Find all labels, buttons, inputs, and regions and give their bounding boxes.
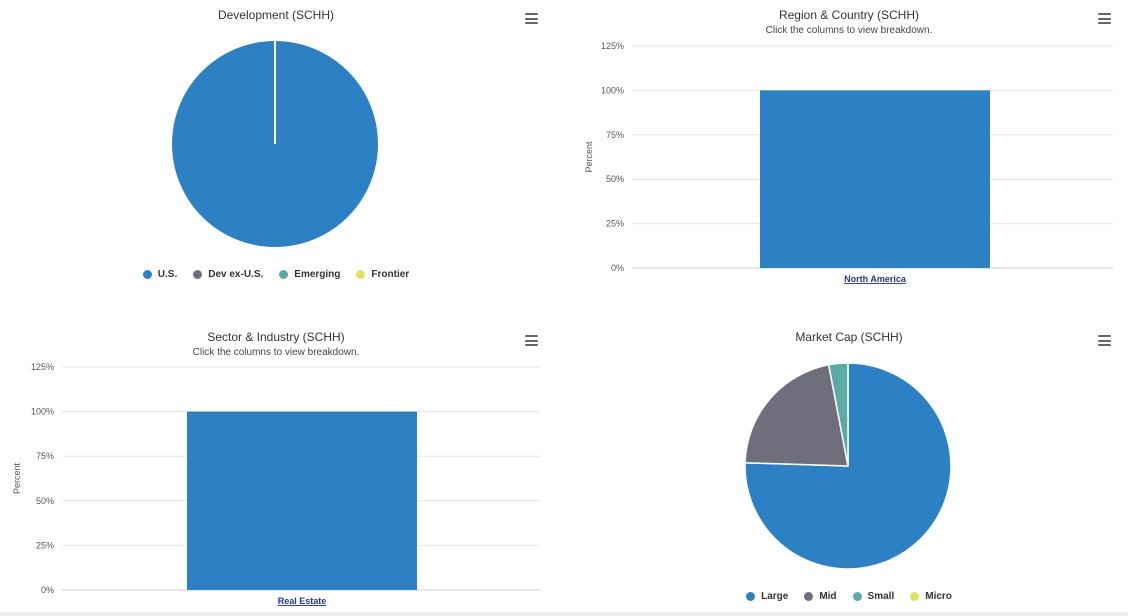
hamburger-menu-icon[interactable] (525, 335, 538, 346)
sector-bar-chart: 0% 25% 50% 75% 100% 125% Percent Real Estate (12, 362, 540, 606)
hamburger-menu-icon[interactable] (525, 13, 538, 24)
legend-label: Micro (925, 591, 952, 602)
legend-label: Small (867, 591, 895, 602)
legend-item-mid[interactable]: Mid (804, 591, 837, 602)
y-tick-label: 25% (36, 540, 54, 550)
legend-label: Emerging (294, 269, 341, 280)
chart-title: Sector & Industry (SCHH) (207, 330, 345, 344)
legend-marker (910, 592, 920, 601)
x-category-link[interactable]: North America (844, 274, 907, 284)
y-tick-label: 50% (36, 496, 54, 506)
y-axis-label: Percent (584, 141, 594, 173)
y-tick-label: 50% (606, 174, 624, 184)
marketcap-chart-panel: Market Cap (SCHH) Large Mid Small Micro (570, 322, 1128, 616)
legend-marker (142, 270, 152, 279)
legend-label: Mid (819, 591, 837, 602)
development-legend: U.S. Dev ex-U.S. Emerging Frontier (0, 269, 552, 280)
y-tick-label: 100% (601, 85, 624, 95)
development-chart-panel: Development (SCHH) U.S. Dev ex-U.S. Emergi… (0, 0, 552, 300)
legend-label: Frontier (371, 269, 410, 280)
sector-chart-panel: Sector & Industry (SCHH) Click the colum… (0, 322, 552, 616)
legend-marker (746, 592, 756, 601)
y-tick-label: 25% (606, 219, 624, 229)
pie-slice-mid[interactable] (744, 364, 849, 467)
y-tick-label: 125% (601, 41, 624, 51)
legend-item-dev-ex-u-s-[interactable]: Dev ex-U.S. (193, 269, 263, 280)
bar-real-estate[interactable] (187, 411, 417, 590)
marketcap-pie (744, 362, 952, 570)
y-tick-label: 100% (31, 407, 54, 417)
y-axis-label: Percent (12, 462, 22, 494)
chart-title: Development (SCHH) (217, 8, 335, 22)
region-chart-panel: Region & Country (SCHH) Click the column… (570, 0, 1128, 300)
chart-title: Market Cap (SCHH) (795, 330, 903, 344)
development-pie (172, 41, 378, 247)
chart-subtitle: Click the columns to view breakdown. (765, 25, 933, 36)
y-tick-label: 75% (36, 451, 54, 461)
legend-item-small[interactable]: Small (852, 591, 895, 602)
legend-label: Dev ex-U.S. (208, 269, 264, 280)
legend-item-micro[interactable]: Micro (910, 591, 952, 602)
legend-item-emerging[interactable]: Emerging (279, 269, 340, 280)
y-tick-label: 75% (606, 130, 624, 140)
legend-marker (279, 270, 289, 279)
legend-marker (356, 270, 366, 279)
chart-subtitle: Click the columns to view breakdown. (192, 347, 360, 358)
bar-north-america[interactable] (760, 90, 990, 269)
region-bar-chart: 0% 25% 50% 75% 100% 125% Percent North America (584, 41, 1113, 284)
legend-marker (852, 592, 862, 601)
marketcap-legend: Large Mid Small Micro (570, 591, 1128, 602)
x-category-link[interactable]: Real Estate (278, 596, 327, 606)
legend-item-large[interactable]: Large (746, 591, 788, 602)
y-tick-label: 125% (31, 362, 54, 372)
y-tick-label: 0% (611, 263, 624, 273)
legend-label: Large (761, 591, 789, 602)
y-tick-label: 0% (41, 585, 54, 595)
pie-slice-small[interactable] (827, 362, 849, 467)
legend-label: U.S. (157, 269, 178, 280)
legend-marker (804, 592, 814, 601)
bottom-divider (0, 612, 1128, 616)
hamburger-menu-icon[interactable] (1098, 335, 1111, 346)
legend-item-frontier[interactable]: Frontier (356, 269, 409, 280)
hamburger-menu-icon[interactable] (1098, 13, 1111, 24)
legend-item-u-s-[interactable]: U.S. (142, 269, 178, 280)
chart-title: Region & Country (SCHH) (778, 8, 920, 22)
legend-marker (193, 270, 203, 279)
